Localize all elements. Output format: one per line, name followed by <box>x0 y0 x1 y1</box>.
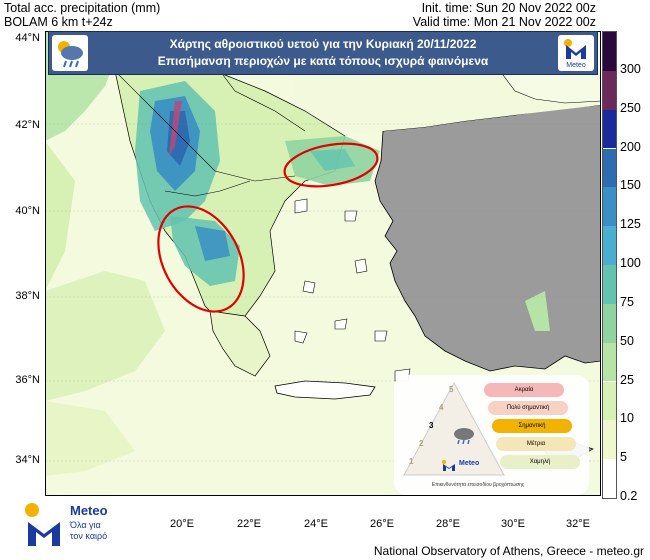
risk-level-number: 5 <box>449 385 454 394</box>
product-title: Total acc. precipitation (mm) <box>4 1 161 15</box>
header-right: Init. time: Sun 20 Nov 2022 00z Valid ti… <box>413 1 596 29</box>
risk-level-number: 2 <box>419 439 424 448</box>
risk-caption: Επικινδυνότητα επεισοδίου βροχόπτωσης <box>431 482 525 488</box>
lon-tick-20: 20°E <box>170 518 194 530</box>
lon-tick-30: 30°E <box>501 518 525 530</box>
colorbar-segment <box>603 303 616 343</box>
risk-meteo-text: Meteo <box>459 460 480 467</box>
brand-tagline-2: τον καιρό <box>70 531 108 541</box>
colorbar-segment <box>603 70 616 110</box>
risk-level-bar: Ακραία <box>484 383 564 397</box>
risk-level-number: 3 <box>429 421 434 430</box>
colorbar-segment <box>603 32 616 71</box>
risk-level-bar: Χαμηλή <box>500 455 580 469</box>
highlight-ellipse-epirus <box>157 205 245 313</box>
lat-tick-38: 38°N <box>15 290 40 302</box>
banner-subtitle: Επισήμανση περιοχών με κατά τόπους ισχυρ… <box>157 54 489 68</box>
valid-time: Valid time: Mon 21 Nov 2022 00z <box>412 15 596 29</box>
lat-tick-40: 40°N <box>15 205 40 217</box>
risk-level-number: 4 <box>439 403 444 412</box>
footer-credit: National Observatory of Athens, Greece -… <box>373 544 644 558</box>
risk-level-number: 1 <box>409 457 414 466</box>
risk-cloud-icon <box>452 427 476 450</box>
colorbar-segment <box>603 109 616 149</box>
brand-tagline-1: Όλα για <box>70 520 101 530</box>
banner-title: Χάρτης αθροιστικού υετού για την Κυριακή… <box>169 37 477 51</box>
risk-level-bar: Μέτρια <box>496 437 576 451</box>
colorbar-label: 75 <box>620 294 634 309</box>
colorbar-segment <box>603 187 616 227</box>
lat-tick-44: 44°N <box>15 32 40 44</box>
brand-name: Meteo <box>70 503 108 518</box>
highlight-ellipse-thrace <box>283 142 379 188</box>
colorbar-label: 10 <box>620 411 634 426</box>
colorbar-label: 25 <box>620 372 634 387</box>
colorbar-label: 150 <box>620 178 641 193</box>
lat-tick-34: 34°N <box>15 454 40 466</box>
colorbar-segment <box>603 420 616 460</box>
colorbar-label: 0.2 <box>620 489 638 503</box>
lat-tick-36: 36°N <box>15 374 40 386</box>
risk-meteo-logo: Meteo <box>440 459 484 473</box>
lat-tick-42: 42°N <box>15 119 40 131</box>
colorbar-label: 50 <box>620 333 634 348</box>
title-banner: Χάρτης αθροιστικού υετού για την Κυριακή… <box>48 31 598 75</box>
meteo-brand-logo <box>20 500 150 556</box>
colorbar-segment <box>603 226 616 265</box>
header-left: Total acc. precipitation (mm) BOLAM 6 km… <box>4 1 160 29</box>
colorbar-label: 250 <box>620 100 641 115</box>
colorbar-label: 125 <box>620 217 641 232</box>
risk-legend: Ακραία 5 Πολύ σημαντική 4 Σημαντική 3 Μέτρια 2 Χ… <box>394 375 589 495</box>
meteo-logo-icon: Meteo <box>558 35 594 71</box>
colorbar-segment <box>603 342 616 382</box>
banner-logo-text: Meteo <box>566 62 586 69</box>
lon-tick-26: 26°E <box>370 518 394 530</box>
colorbar-segment <box>603 265 616 304</box>
rain-cloud-icon <box>52 35 88 71</box>
colorbar-segment <box>603 459 616 498</box>
lon-tick-32: 32°E <box>566 518 590 530</box>
colorbar <box>602 31 617 499</box>
colorbar-segment <box>603 381 616 421</box>
colorbar-label: 100 <box>620 256 641 270</box>
lon-tick-24: 24°E <box>304 518 328 530</box>
risk-level-bar: Πολύ σημαντική <box>488 401 568 415</box>
colorbar-segment <box>603 148 616 188</box>
colorbar-label: 200 <box>620 139 641 154</box>
colorbar-label: 5 <box>620 450 627 465</box>
model-label: BOLAM 6 km t+24z <box>4 15 113 29</box>
init-time: Init. time: Sun 20 Nov 2022 00z <box>421 1 596 15</box>
lon-tick-28: 28°E <box>436 518 460 530</box>
colorbar-label: 300 <box>620 61 641 76</box>
lon-tick-22: 22°E <box>237 518 261 530</box>
risk-level-bar: Σημαντική <box>492 419 572 433</box>
